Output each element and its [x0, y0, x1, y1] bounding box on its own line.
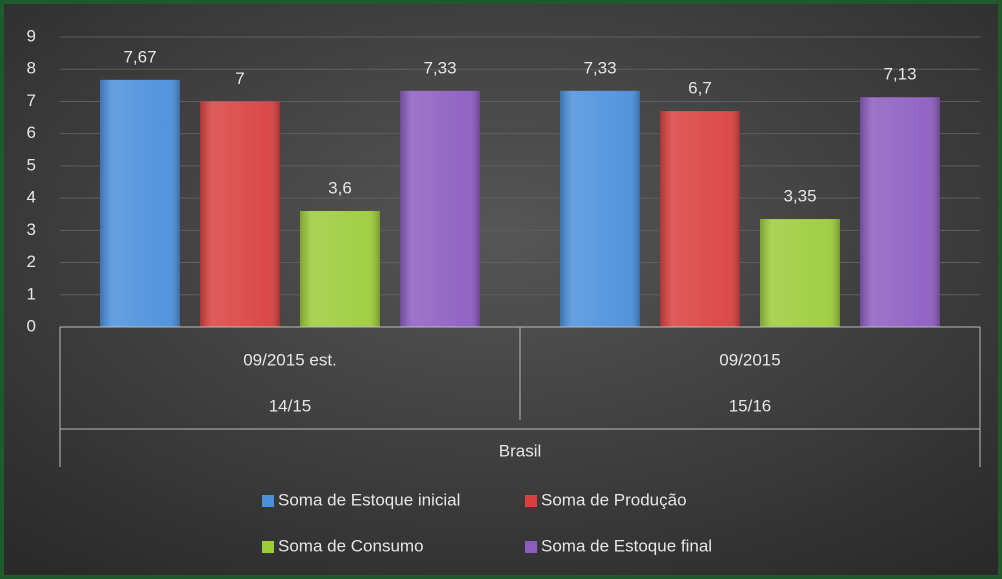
legend-label: Soma de Estoque inicial — [278, 490, 460, 509]
x-subtick-label: 14/15 — [269, 396, 312, 415]
y-tick-label: 6 — [27, 123, 36, 142]
y-tick-label: 8 — [27, 59, 36, 78]
data-label: 7,33 — [423, 58, 456, 77]
y-tick-label: 4 — [27, 188, 36, 207]
bar — [200, 101, 280, 327]
bar — [560, 90, 640, 327]
bar — [100, 79, 180, 327]
data-label: 7,67 — [123, 47, 156, 66]
legend-label: Soma de Produção — [541, 490, 687, 509]
y-tick-label: 9 — [27, 26, 36, 45]
data-label: 3,35 — [783, 187, 816, 206]
x-subtick-label: 15/16 — [729, 396, 772, 415]
legend-label: Soma de Estoque final — [541, 536, 712, 555]
y-tick-label: 5 — [27, 155, 36, 174]
bar — [760, 219, 840, 327]
y-tick-label: 2 — [27, 252, 36, 271]
bar — [860, 97, 940, 327]
legend-swatch — [262, 495, 274, 507]
legend-swatch — [262, 541, 274, 553]
data-label: 7,13 — [883, 65, 916, 84]
y-tick-label: 0 — [27, 316, 36, 335]
data-label: 7 — [235, 69, 244, 88]
y-tick-label: 3 — [27, 220, 36, 239]
data-label: 3,6 — [328, 178, 352, 197]
bar — [400, 90, 480, 327]
legend-swatch — [525, 495, 537, 507]
group-label: Brasil — [499, 441, 542, 460]
bar — [660, 111, 740, 327]
y-tick-label: 7 — [27, 91, 36, 110]
bar — [300, 211, 380, 327]
legend-label: Soma de Consumo — [278, 536, 424, 555]
y-tick-label: 1 — [27, 284, 36, 303]
data-label: 6,7 — [688, 79, 712, 98]
x-tick-label: 09/2015 — [719, 350, 780, 369]
legend-swatch — [525, 541, 537, 553]
x-tick-label: 09/2015 est. — [243, 350, 337, 369]
data-label: 7,33 — [583, 58, 616, 77]
